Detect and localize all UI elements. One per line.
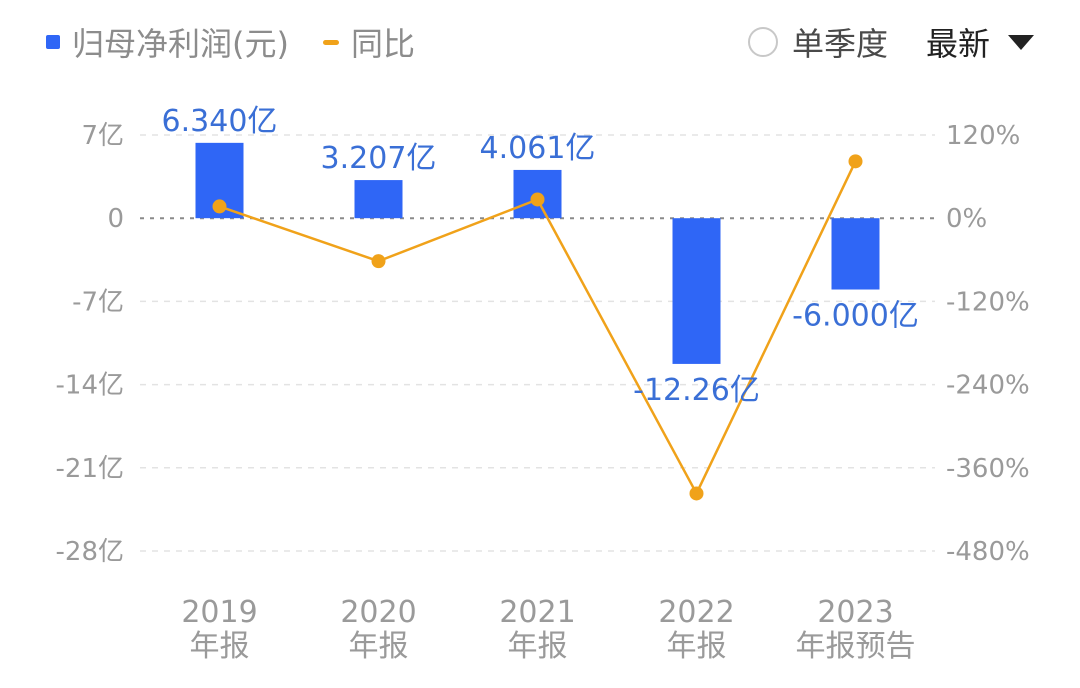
bar [672, 218, 721, 364]
right-tick-label: -240% [946, 371, 1030, 401]
right-tick-label: -120% [946, 287, 1030, 317]
left-tick-label: -7亿 [72, 287, 124, 317]
left-tick-label: -21亿 [56, 454, 124, 484]
legend-bar-swatch [46, 35, 60, 49]
sort-dropdown[interactable]: 最新 [926, 19, 1034, 65]
bar-data-label: 3.207亿 [321, 141, 437, 176]
right-tick-label: -360% [946, 454, 1030, 484]
quarter-toggle-label[interactable]: 单季度 [791, 25, 888, 63]
legend-net-profit-label: 归母净利润(元) [72, 25, 289, 63]
category-label: 2019 年报 [181, 595, 257, 664]
chart-controls: 单季度 最新 [747, 18, 1034, 66]
caret-down-icon [1008, 34, 1034, 50]
yoy-point [371, 254, 386, 269]
left-tick-label: -28亿 [56, 537, 124, 567]
legend-line-swatch [322, 39, 339, 45]
bar-data-label: 6.340亿 [162, 104, 278, 139]
right-tick-label: -480% [946, 537, 1030, 567]
quarter-radio-button[interactable] [747, 27, 778, 57]
left-tick-label: -14亿 [56, 371, 124, 401]
left-tick-label: 0 [107, 204, 124, 234]
bar-data-label: 4.061亿 [480, 131, 596, 166]
bar-data-label: -6.000亿 [792, 299, 919, 334]
left-tick-label: 7亿 [81, 121, 124, 151]
category-label: 2021 年报 [499, 595, 575, 664]
yoy-point [212, 199, 227, 214]
legend-item-net-profit[interactable]: 归母净利润(元) [46, 19, 289, 65]
legend-item-yoy[interactable]: 同比 [322, 19, 415, 65]
sort-dropdown-label: 最新 [925, 25, 990, 63]
right-tick-label: 0% [946, 204, 987, 234]
bar-data-label: -12.26亿 [633, 373, 760, 408]
chart-legend: 归母净利润(元) 同比 [46, 20, 449, 64]
category-label: 2023 年报预告 [796, 595, 916, 664]
yoy-point [848, 154, 863, 169]
legend-yoy-label: 同比 [350, 25, 415, 63]
bar [831, 218, 880, 290]
yoy-point [689, 486, 704, 501]
bar [354, 180, 403, 219]
category-label: 2020 年报 [340, 595, 416, 664]
category-label: 2022 年报 [658, 595, 734, 664]
yoy-point [530, 192, 545, 207]
right-tick-label: 120% [946, 121, 1020, 151]
